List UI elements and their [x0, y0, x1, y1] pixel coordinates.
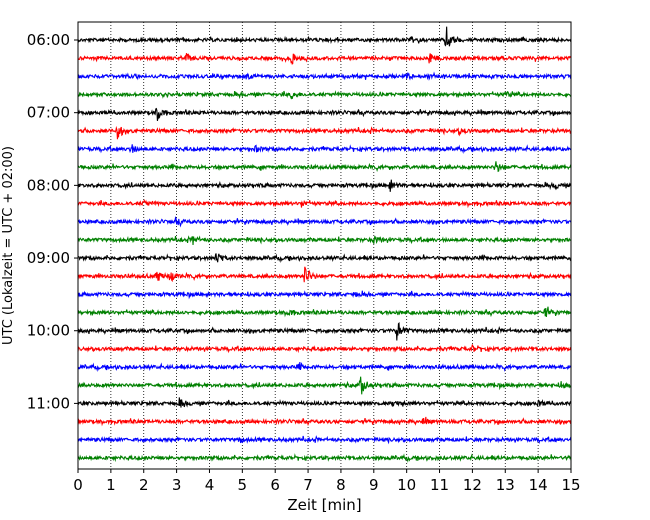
trace-row-0: [77, 26, 572, 47]
trace-row-6: [77, 144, 572, 155]
x-tick-label: 10: [397, 476, 416, 494]
plot-frame: [77, 21, 572, 470]
x-tick-label: 3: [172, 476, 182, 494]
trace-row-1: [77, 53, 572, 65]
trace-row-21: [77, 416, 572, 427]
x-tick-label: 7: [303, 476, 313, 494]
x-tick-label: 12: [463, 476, 482, 494]
trace-row-5: [77, 125, 572, 140]
x-tick-label: 0: [73, 476, 83, 494]
trace-row-15: [77, 306, 572, 318]
y-tick-label: 09:00: [27, 249, 70, 267]
trace-row-8: [77, 179, 572, 192]
trace-row-9: [77, 199, 572, 209]
x-tick-label: 15: [561, 476, 580, 494]
x-tick-label: 14: [529, 476, 548, 494]
trace-row-2: [77, 71, 572, 81]
x-tick-label: 5: [238, 476, 248, 494]
trace-row-23: [77, 453, 572, 463]
trace-row-13: [77, 266, 572, 283]
x-tick-label: 8: [336, 476, 346, 494]
y-tick-label: 07:00: [27, 104, 70, 122]
trace-row-3: [77, 90, 572, 100]
y-axis-ticks: 06:00 07:00 08:00 09:00 10:00 11:00: [27, 31, 78, 412]
x-tick-label: 9: [369, 476, 379, 494]
y-tick-label: 06:00: [27, 31, 70, 49]
y-tick-label: 11:00: [27, 394, 70, 412]
trace-row-7: [77, 161, 572, 173]
seismogram-traces: [77, 26, 572, 463]
y-tick-label: 08:00: [27, 176, 70, 194]
trace-row-19: [77, 376, 572, 395]
x-tick-label: 11: [430, 476, 449, 494]
trace-row-12: [77, 253, 572, 264]
trace-row-11: [77, 235, 572, 246]
trace-row-16: [77, 322, 572, 341]
trace-row-14: [77, 290, 572, 300]
trace-row-10: [77, 216, 572, 228]
x-tick-label: 2: [139, 476, 149, 494]
trace-row-20: [77, 397, 572, 408]
trace-row-22: [77, 435, 572, 445]
x-tick-label: 4: [205, 476, 215, 494]
vertical-gridlines: [110, 22, 539, 469]
y-tick-label: 10:00: [27, 322, 70, 340]
trace-row-4: [77, 107, 572, 121]
x-tick-label: 1: [106, 476, 116, 494]
x-axis-ticks: 0 1 2 3 4 5 6 7 8 9 10 11 12 13 14 15: [73, 469, 581, 494]
x-axis-label: Zeit [min]: [287, 496, 361, 514]
x-tick-label: 6: [270, 476, 280, 494]
x-tick-label: 13: [496, 476, 515, 494]
trace-row-18: [77, 362, 572, 373]
trace-row-17: [77, 344, 572, 354]
y-axis-label: UTC (Lokalzeit = UTC + 02:00): [1, 146, 16, 345]
